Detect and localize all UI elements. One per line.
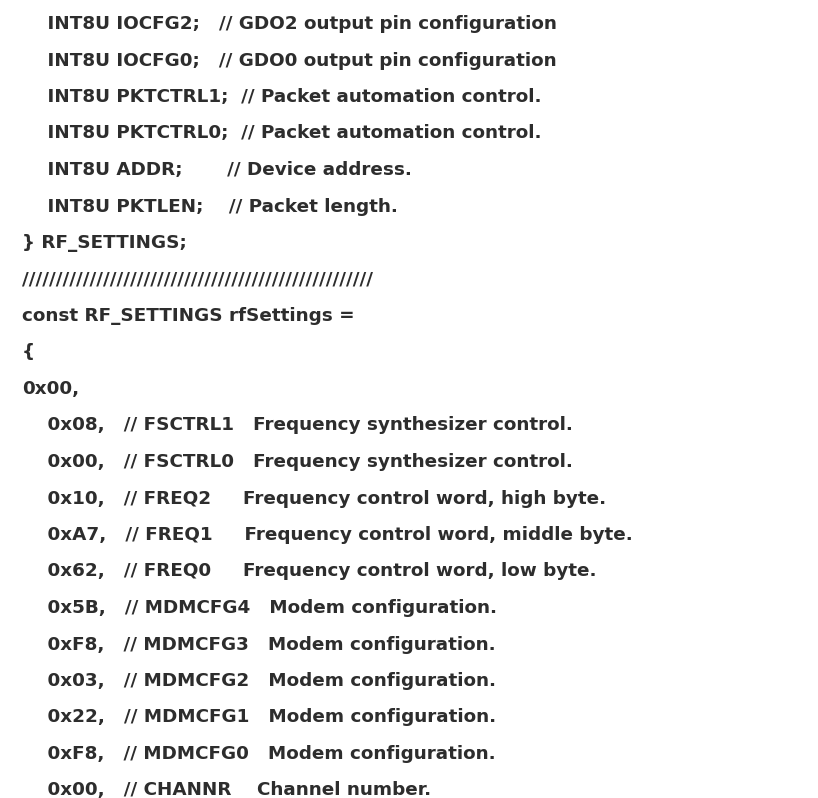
- Text: ////////////////////////////////////////////////////: ////////////////////////////////////////…: [22, 271, 373, 289]
- Text: 0x5B,   // MDMCFG4   Modem configuration.: 0x5B, // MDMCFG4 Modem configuration.: [22, 599, 497, 617]
- Text: INT8U PKTCTRL0;  // Packet automation control.: INT8U PKTCTRL0; // Packet automation con…: [22, 124, 542, 143]
- Text: INT8U IOCFG0;   // GDO0 output pin configuration: INT8U IOCFG0; // GDO0 output pin configu…: [22, 52, 556, 69]
- Text: 0xF8,   // MDMCFG0   Modem configuration.: 0xF8, // MDMCFG0 Modem configuration.: [22, 745, 496, 763]
- Text: 0x03,   // MDMCFG2   Modem configuration.: 0x03, // MDMCFG2 Modem configuration.: [22, 672, 496, 690]
- Text: 0x00,   // CHANNR    Channel number.: 0x00, // CHANNR Channel number.: [22, 781, 431, 798]
- Text: INT8U ADDR;       // Device address.: INT8U ADDR; // Device address.: [22, 161, 412, 179]
- Text: const RF_SETTINGS rfSettings =: const RF_SETTINGS rfSettings =: [22, 307, 355, 325]
- Text: 0x00,   // FSCTRL0   Frequency synthesizer control.: 0x00, // FSCTRL0 Frequency synthesizer c…: [22, 453, 573, 471]
- Text: 0xA7,   // FREQ1     Frequency control word, middle byte.: 0xA7, // FREQ1 Frequency control word, m…: [22, 526, 633, 544]
- Text: INT8U PKTCTRL1;  // Packet automation control.: INT8U PKTCTRL1; // Packet automation con…: [22, 88, 542, 106]
- Text: 0x62,   // FREQ0     Frequency control word, low byte.: 0x62, // FREQ0 Frequency control word, l…: [22, 563, 596, 580]
- Text: 0x22,   // MDMCFG1   Modem configuration.: 0x22, // MDMCFG1 Modem configuration.: [22, 709, 497, 726]
- Text: 0x00,: 0x00,: [22, 380, 79, 398]
- Text: INT8U PKTLEN;    // Packet length.: INT8U PKTLEN; // Packet length.: [22, 197, 398, 215]
- Text: 0xF8,   // MDMCFG3   Modem configuration.: 0xF8, // MDMCFG3 Modem configuration.: [22, 635, 496, 654]
- Text: INT8U IOCFG2;   // GDO2 output pin configuration: INT8U IOCFG2; // GDO2 output pin configu…: [22, 15, 557, 33]
- Text: } RF_SETTINGS;: } RF_SETTINGS;: [22, 234, 187, 252]
- Text: {: {: [22, 343, 35, 361]
- Text: 0x08,   // FSCTRL1   Frequency synthesizer control.: 0x08, // FSCTRL1 Frequency synthesizer c…: [22, 417, 573, 434]
- Text: 0x10,   // FREQ2     Frequency control word, high byte.: 0x10, // FREQ2 Frequency control word, h…: [22, 489, 606, 508]
